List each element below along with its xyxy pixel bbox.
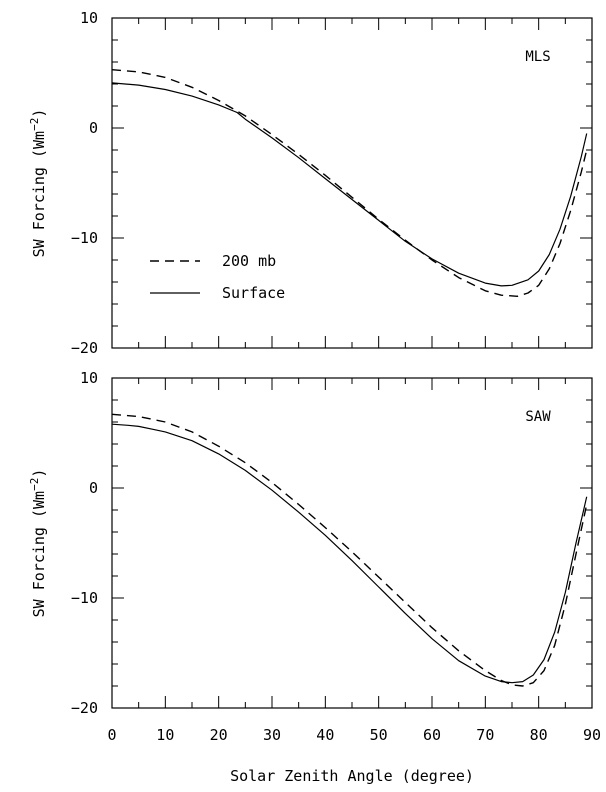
x-tick-label: 90: [583, 726, 601, 744]
legend: 200 mb Surface: [150, 252, 285, 302]
y-tick-labels: −20 −10 0 10: [71, 9, 98, 357]
x-tick-label: 50: [370, 726, 388, 744]
x-tick-label: 60: [423, 726, 441, 744]
y-tick-label: 10: [80, 369, 98, 387]
tick-marks: [111, 17, 593, 349]
y-tick-label: 10: [80, 9, 98, 27]
plot-frame: [111, 17, 593, 349]
y-tick-label: −10: [71, 589, 98, 607]
x-tick-label: 10: [156, 726, 174, 744]
x-tick-label: 80: [530, 726, 548, 744]
y-tick-label: 0: [89, 479, 98, 497]
panel-saw: −20 −10 0 10 0 10 20 30 40 50 60 70 80 90 SAW SW For…: [28, 369, 601, 744]
x-tick-label: 0: [107, 726, 116, 744]
y-axis-title: SW Forcing (Wm−2): [28, 109, 48, 258]
panel-mls: −20 −10 0 10 MLS SW Forcing (Wm−2) 200 mb S…: [28, 9, 593, 357]
y-tick-labels: −20 −10 0 10: [71, 369, 98, 717]
series-surface-line: [111, 423, 588, 684]
panel-label: MLS: [525, 49, 550, 65]
x-axis-title: Solar Zenith Angle (degree): [230, 767, 474, 785]
x-tick-label: 20: [210, 726, 228, 744]
y-axis-title: SW Forcing (Wm−2): [28, 469, 48, 618]
x-tick-labels: 0 10 20 30 40 50 60 70 80 90: [107, 726, 601, 744]
series-200-mb-line: [111, 69, 588, 297]
y-tick-label: 0: [89, 119, 98, 137]
y-tick-label: −20: [71, 339, 98, 357]
legend-label-surface: Surface: [222, 284, 285, 302]
y-tick-label: −20: [71, 699, 98, 717]
x-tick-label: 70: [476, 726, 494, 744]
panel-label: SAW: [525, 409, 551, 425]
series-200-mb-line: [111, 413, 588, 687]
tick-marks: [111, 377, 593, 709]
curves: [111, 413, 588, 687]
legend-label-200mb: 200 mb: [222, 252, 276, 270]
curves: [111, 69, 588, 297]
x-tick-label: 30: [263, 726, 281, 744]
plot-frame: [111, 377, 593, 709]
y-tick-label: −10: [71, 229, 98, 247]
series-surface-line: [111, 82, 588, 287]
x-tick-label: 40: [316, 726, 334, 744]
